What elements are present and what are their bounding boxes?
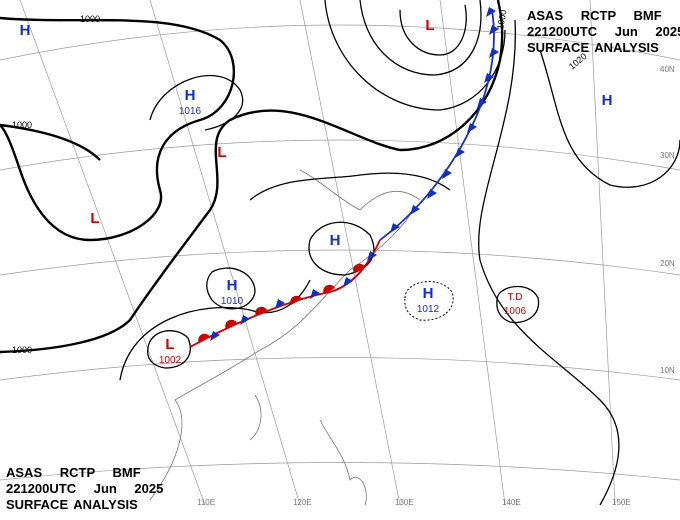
coastline	[299, 169, 421, 211]
longitude-label: 130E	[395, 498, 414, 507]
center-symbol: T.D	[508, 292, 523, 303]
longitude-label: 150E	[612, 498, 631, 507]
isobar-label: 1000	[495, 9, 508, 30]
center-symbol: L	[217, 144, 226, 161]
center-pressure: 1012	[417, 304, 440, 315]
labels: H H 1016 L L H H 1010 L 1002 H 1012 T.D 1006 L H 1000 100…	[12, 9, 675, 507]
cold-symbol	[489, 48, 499, 58]
header-line: 221200UTC Jun 2025	[6, 481, 163, 496]
cold-symbol	[484, 73, 494, 83]
cold-symbol	[477, 98, 487, 108]
center-pressure: 1002	[159, 355, 182, 366]
isobar	[146, 330, 191, 369]
isobar	[539, 49, 680, 188]
center-symbol: L	[165, 336, 174, 353]
header-bottom: ASAS RCTP BMF 221200UTC Jun 2025 SURFACE…	[6, 465, 163, 512]
isobar	[206, 267, 256, 310]
warm-symbol	[255, 306, 267, 316]
cold-symbol	[343, 277, 353, 287]
parallel	[0, 462, 680, 481]
cold-symbol	[210, 331, 220, 341]
isobars	[0, 0, 680, 506]
header-top: ASAS RCTP BMF 221200UTC Jun 2025 SURFACE…	[527, 8, 680, 55]
latitude-label: 10N	[660, 366, 675, 375]
isobar	[249, 172, 451, 201]
isobar	[308, 221, 375, 276]
cold-symbol	[489, 25, 499, 35]
center-symbol: H	[330, 232, 341, 249]
warm-symbol	[290, 295, 302, 305]
center-symbol: L	[425, 17, 434, 34]
isobar	[0, 16, 236, 242]
isobar	[0, 123, 101, 161]
meridian	[149, 0, 301, 506]
center-pressure: 1006	[504, 306, 527, 317]
meridian	[439, 0, 506, 506]
center-symbol: H	[602, 92, 613, 109]
cold-symbol	[310, 289, 320, 299]
header-line: 221200UTC Jun 2025	[527, 24, 680, 39]
cold-symbol	[486, 7, 496, 17]
isobar	[359, 0, 482, 76]
dashed-isobar	[404, 281, 454, 321]
latitude-label: 30N	[660, 151, 675, 160]
cold-symbol	[427, 189, 437, 199]
isobar	[324, 0, 506, 111]
isobar-label: 1000	[12, 120, 32, 130]
warm-symbol	[225, 319, 237, 329]
cold-symbol	[367, 251, 377, 261]
latitude-label: 20N	[660, 259, 675, 268]
longitude-label: 140E	[502, 498, 521, 507]
isobar	[496, 285, 540, 324]
parallel	[0, 24, 680, 61]
parallel	[0, 249, 680, 276]
center-symbol: H	[185, 87, 196, 104]
meridian	[19, 0, 206, 506]
center-symbol: H	[20, 22, 31, 39]
center-symbol: L	[90, 210, 99, 227]
longitude-label: 110E	[197, 498, 215, 507]
warm-symbol	[353, 263, 365, 273]
header-line: ASAS RCTP BMF	[6, 465, 141, 480]
isobar-label: 1000	[80, 14, 100, 24]
warm-symbol	[198, 333, 210, 343]
center-symbol: H	[423, 285, 434, 302]
isobar	[399, 4, 467, 56]
fronts	[189, 7, 499, 348]
coastline	[319, 419, 367, 506]
cold-symbol	[275, 299, 285, 309]
cold-symbol	[410, 205, 420, 215]
center-pressure: 1016	[179, 106, 202, 117]
cold-symbol	[390, 223, 400, 233]
longitude-label: 120E	[293, 498, 312, 507]
meridian	[299, 0, 401, 506]
center-pressure: 1010	[221, 296, 244, 307]
cold-symbol	[467, 123, 477, 133]
warm-symbol	[323, 284, 335, 294]
parallel	[0, 357, 680, 381]
center-symbol: H	[227, 277, 238, 294]
header-line: SURFACE ANALYSIS	[6, 497, 138, 512]
cold-symbol	[442, 169, 452, 179]
header-line: SURFACE ANALYSIS	[527, 40, 659, 55]
meridian	[589, 0, 616, 506]
coastline	[249, 394, 262, 441]
latitude-label: 40N	[660, 65, 675, 74]
cold-symbol	[240, 315, 250, 325]
header-line: ASAS RCTP BMF	[527, 8, 662, 23]
isobar-label: 1000	[12, 345, 32, 355]
cold-symbol	[455, 148, 465, 158]
isobar	[149, 74, 244, 131]
